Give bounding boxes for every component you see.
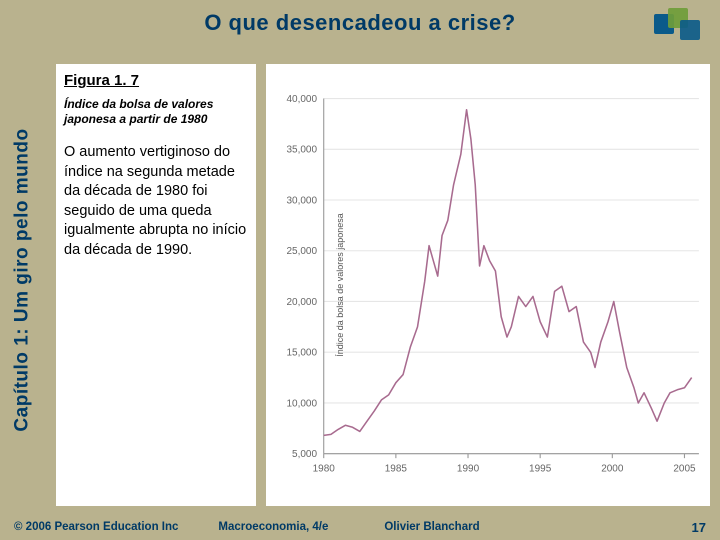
chapter-label: Capítulo 1: Um giro pelo mundo xyxy=(12,128,34,431)
svg-text:15,000: 15,000 xyxy=(287,348,318,359)
figure-number: Figura 1. 7 xyxy=(64,72,250,89)
svg-text:20,000: 20,000 xyxy=(287,297,318,308)
figure-text-column: Figura 1. 7 Índice da bolsa de valores j… xyxy=(56,64,256,506)
chart-y-axis-label: Índice da bolsa de valores japonesa xyxy=(335,213,345,357)
slide-body: Capítulo 1: Um giro pelo mundo Figura 1.… xyxy=(0,46,720,514)
svg-text:40,000: 40,000 xyxy=(287,94,318,105)
footer-book-title: Macroeconomia, 4/e xyxy=(218,521,328,533)
slide-header: O que desencadeou a crise? xyxy=(0,0,720,46)
svg-text:2000: 2000 xyxy=(601,463,624,474)
svg-text:1990: 1990 xyxy=(457,463,480,474)
nikkei-line-chart: 5,000 10,000 15,000 20,000 25,000 30,000 35,00… xyxy=(266,64,710,506)
svg-text:2005: 2005 xyxy=(673,463,696,474)
svg-text:30,000: 30,000 xyxy=(287,195,318,206)
slide-title: O que desencadeou a crise? xyxy=(204,10,515,36)
slide-footer: © 2006 Pearson Education Inc Macroeconom… xyxy=(0,514,720,540)
chapter-sidebar: Capítulo 1: Um giro pelo mundo xyxy=(0,46,46,514)
svg-text:10,000: 10,000 xyxy=(287,398,318,409)
svg-text:5,000: 5,000 xyxy=(292,449,317,460)
footer-copyright: © 2006 Pearson Education Inc xyxy=(14,521,178,533)
content-area: Figura 1. 7 Índice da bolsa de valores j… xyxy=(46,46,720,514)
svg-text:1985: 1985 xyxy=(385,463,408,474)
publisher-logo xyxy=(648,6,706,40)
footer-author: Olivier Blanchard xyxy=(384,521,479,533)
svg-text:1980: 1980 xyxy=(313,463,336,474)
svg-text:35,000: 35,000 xyxy=(287,145,318,156)
footer-page-number: 17 xyxy=(692,520,706,535)
figure-description: O aumento vertiginoso do índice na segun… xyxy=(64,143,250,260)
chart-container: Índice da bolsa de valores japonesa 5,00… xyxy=(266,64,710,506)
svg-text:1995: 1995 xyxy=(529,463,552,474)
figure-caption: Índice da bolsa de valores japonesa a pa… xyxy=(64,97,250,127)
svg-text:25,000: 25,000 xyxy=(287,246,318,257)
